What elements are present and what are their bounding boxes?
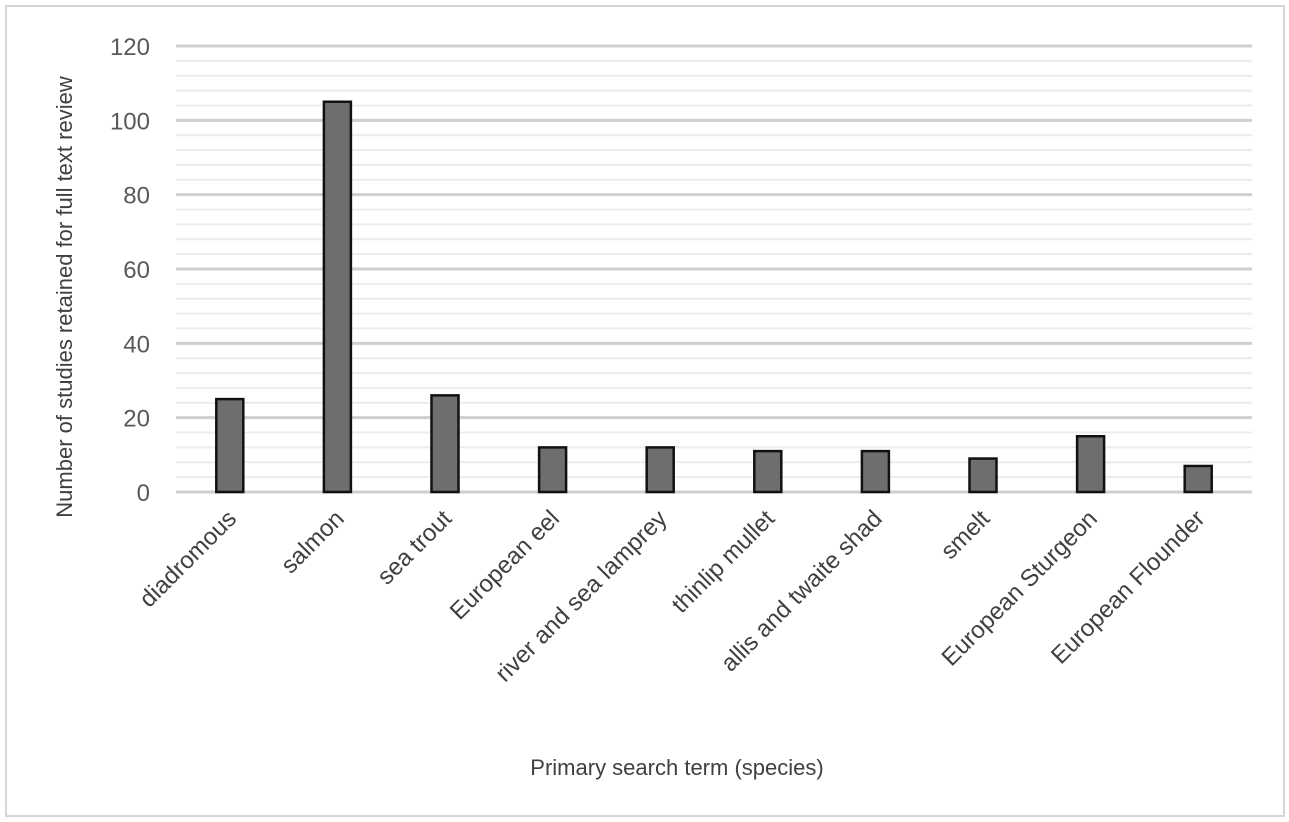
x-tick-label: European eel xyxy=(445,505,565,625)
y-tick-label: 60 xyxy=(123,257,150,284)
x-tick-label: diadromous xyxy=(134,505,242,613)
y-tick-label: 120 xyxy=(110,34,150,61)
y-tick-label: 100 xyxy=(110,108,150,135)
major-gridlines xyxy=(176,44,1252,494)
minor-gridlines xyxy=(176,59,1252,479)
bars xyxy=(215,100,1213,494)
x-tick-label: thinlip mullet xyxy=(667,505,781,619)
bar xyxy=(215,397,245,494)
bar xyxy=(322,100,353,494)
bar xyxy=(430,394,460,494)
bar xyxy=(645,446,675,494)
bar xyxy=(1075,435,1106,494)
x-axis-title: Primary search term (species) xyxy=(530,755,823,780)
y-axis-tick-labels: 0 20 40 60 80 100 120 xyxy=(110,34,150,507)
bar xyxy=(860,449,891,494)
y-tick-label: 20 xyxy=(123,406,150,433)
y-tick-label: 80 xyxy=(123,183,150,210)
x-tick-label: salmon xyxy=(276,505,350,579)
bar xyxy=(1183,464,1213,494)
bar xyxy=(537,446,568,494)
x-tick-label: sea trout xyxy=(372,505,457,590)
y-tick-label: 40 xyxy=(123,331,150,358)
x-tick-label: smelt xyxy=(936,505,996,565)
y-axis-title: Number of studies retained for full text… xyxy=(52,76,77,518)
bar xyxy=(968,457,998,494)
y-tick-label: 0 xyxy=(137,480,150,507)
bar xyxy=(753,449,783,494)
